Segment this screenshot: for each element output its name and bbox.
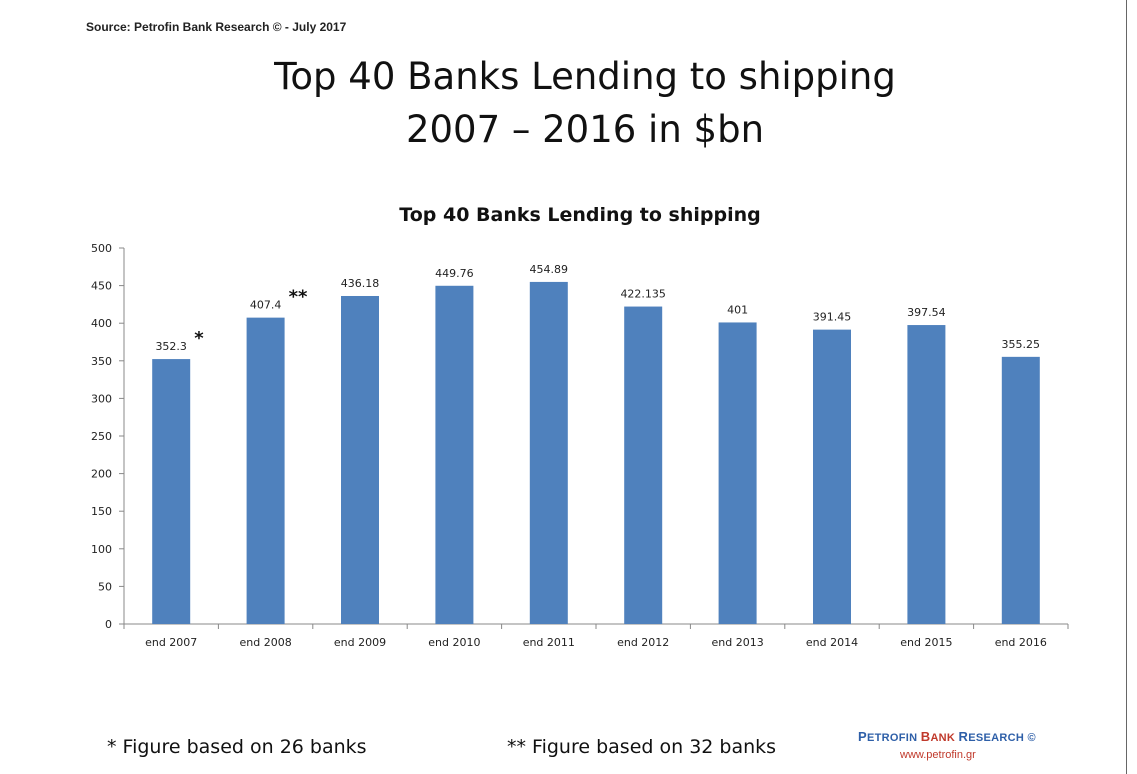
brand-logo: PETROFIN BANK RESEARCH © <box>858 729 1036 744</box>
x-tick-label: end 2009 <box>334 636 386 649</box>
bar <box>813 329 851 624</box>
data-label: 422.135 <box>620 288 666 301</box>
bar <box>718 322 757 624</box>
bar <box>907 325 946 624</box>
x-tick-label: end 2014 <box>806 636 858 649</box>
bar <box>152 359 191 624</box>
data-label: 391.45 <box>813 311 852 324</box>
chart-title: Top 40 Banks Lending to shipping <box>399 204 761 226</box>
y-tick-label: 500 <box>91 242 112 255</box>
data-label: 397.54 <box>907 306 946 319</box>
y-tick-label: 400 <box>91 317 112 330</box>
bar <box>1001 356 1040 624</box>
data-label: 407.4 <box>250 299 282 312</box>
data-label: 352.3 <box>155 340 187 353</box>
y-tick-label: 300 <box>91 392 112 405</box>
x-tick-label: end 2007 <box>145 636 197 649</box>
y-tick-label: 150 <box>91 505 112 518</box>
data-label: 355.25 <box>1002 338 1041 351</box>
brand-ank: ANK <box>930 732 956 744</box>
y-tick-label: 100 <box>91 543 112 556</box>
brand-esearch: ESEARCH © <box>968 732 1036 744</box>
x-tick-label: end 2012 <box>617 636 669 649</box>
bar <box>435 285 474 624</box>
brand-p: P <box>858 729 867 744</box>
brand-etrofin: ETROFIN <box>866 732 918 744</box>
brand-b: B <box>920 729 931 744</box>
y-tick-label: 250 <box>91 430 112 443</box>
slide-title: Top 40 Banks Lending to shipping 2007 – … <box>0 50 1137 156</box>
footnote-marker: ** <box>289 287 308 308</box>
data-label: 454.89 <box>530 263 569 276</box>
slide-title-line1: Top 40 Banks Lending to shipping <box>274 55 896 98</box>
data-label: 449.76 <box>435 267 474 280</box>
x-tick-label: end 2016 <box>995 636 1047 649</box>
bar <box>246 317 285 624</box>
bar <box>341 295 379 624</box>
y-tick-label: 50 <box>98 580 112 593</box>
data-label: 436.18 <box>341 277 380 290</box>
data-label: 401 <box>727 303 748 316</box>
y-tick-label: 0 <box>105 618 112 631</box>
x-tick-label: end 2015 <box>900 636 952 649</box>
footnote-double-asterisk: ** Figure based on 32 banks <box>507 736 777 758</box>
bar <box>624 306 663 624</box>
x-tick-label: end 2008 <box>239 636 291 649</box>
footnote-marker: * <box>194 328 204 349</box>
brand-url: www.petrofin.gr <box>900 749 976 761</box>
bar <box>529 281 568 624</box>
y-tick-label: 200 <box>91 468 112 481</box>
footnote-single-asterisk: * Figure based on 26 banks <box>107 736 367 758</box>
y-tick-label: 350 <box>91 355 112 368</box>
brand-r: R <box>958 729 969 744</box>
source-note: Source: Petrofin Bank Research © - July … <box>86 20 347 34</box>
x-tick-label: end 2010 <box>428 636 480 649</box>
x-tick-label: end 2011 <box>523 636 575 649</box>
x-tick-label: end 2013 <box>711 636 763 649</box>
slide-title-line2: 2007 – 2016 in $bn <box>405 108 765 151</box>
y-tick-label: 450 <box>91 280 112 293</box>
